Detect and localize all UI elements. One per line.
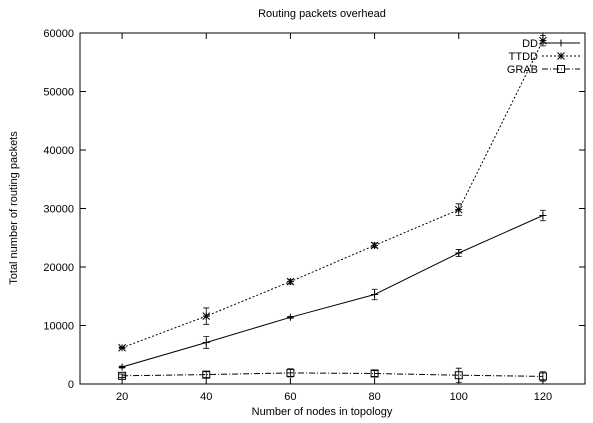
series-group [118,34,547,383]
series-ttdd [118,34,547,352]
data-point [202,370,211,379]
series-dd [118,209,547,371]
data-point [454,371,463,380]
series-line-dd [121,215,544,368]
error-bar [455,367,462,383]
y-tick-label: 0 [68,379,74,391]
legend-label-ttdd: TTDD [509,51,538,63]
data-point [539,36,547,45]
series-line-grab [122,372,543,377]
x-tick-label: 40 [200,391,212,403]
data-point [370,241,379,250]
data-point [118,343,126,352]
data-point [202,338,210,346]
y-tick-label: 30000 [43,204,74,216]
series-grab [118,367,547,383]
legend-label-grab: GRAB [507,64,538,76]
y-tick-label: 50000 [43,87,74,99]
x-tick-label: 100 [450,391,468,403]
data-point [455,249,463,257]
chart-title: Routing packets overhead [258,8,386,20]
data-point [118,371,127,380]
error-bar [287,368,294,378]
legend-marker-grab [557,65,565,73]
y-tick-label: 40000 [43,145,74,157]
x-axis-label: Number of nodes in topology [252,406,393,418]
data-point [286,277,295,286]
y-tick-label: 60000 [43,28,74,40]
data-point [371,290,379,298]
axes: 0 10000 20000 30000 40000 50000 60000 20 40 60 80 1… [43,28,586,403]
x-tick-label: 80 [368,391,380,403]
legend-label-dd: DD [522,38,538,50]
data-point [202,312,211,320]
error-bar [371,370,378,377]
error-bar [203,371,210,378]
data-point [539,212,547,220]
x-tick-label: 20 [116,391,128,403]
data-point [370,369,379,378]
y-tick-label: 20000 [43,262,74,274]
x-tick-label: 120 [534,391,552,403]
data-point [118,363,126,371]
data-point [286,313,294,321]
legend-marker-dd [557,39,565,47]
y-axis-label: Total number of routing packets [8,131,20,285]
y-tick-label: 10000 [43,321,74,333]
error-bar [119,373,126,378]
data-point [454,205,463,214]
data-point [286,368,295,377]
x-tick-label: 60 [284,391,296,403]
legend-marker-ttdd [557,52,565,60]
data-point [538,372,547,381]
